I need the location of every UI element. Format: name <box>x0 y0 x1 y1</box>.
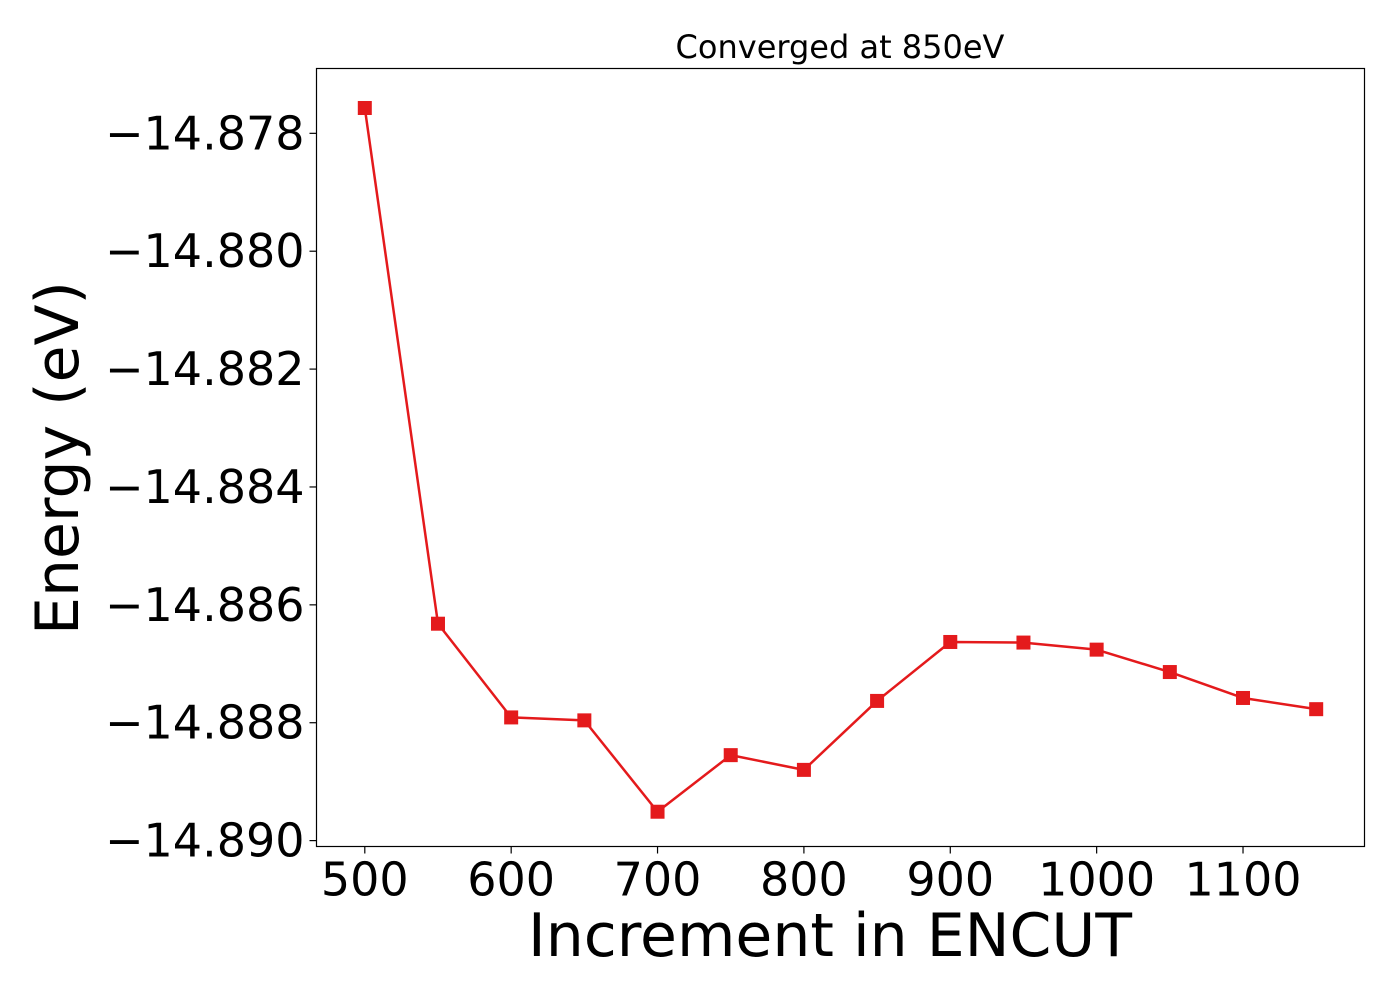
data-point-marker <box>1309 702 1324 717</box>
data-point-marker <box>943 634 958 649</box>
y-tick-label: −14.882 <box>105 342 305 396</box>
plot-frame <box>315 67 1366 848</box>
y-tick-label: −14.880 <box>105 224 305 278</box>
y-axis-label: Energy (eV) <box>23 281 93 635</box>
data-point-marker <box>577 713 592 728</box>
y-tick-label: −14.878 <box>105 106 305 160</box>
x-tick-label: 900 <box>906 853 994 907</box>
x-tick-label: 500 <box>321 853 409 907</box>
y-tick-label: −14.884 <box>105 460 305 514</box>
data-point-marker <box>723 748 738 763</box>
y-tick-label: −14.890 <box>105 814 305 868</box>
chart-title: Converged at 850eV <box>676 28 1005 66</box>
y-tick-label: −14.886 <box>105 578 305 632</box>
series-layer <box>357 100 1324 819</box>
data-point-marker <box>504 710 519 725</box>
data-point-marker <box>870 693 885 708</box>
data-point-marker <box>650 804 665 819</box>
x-axis-label: Increment in ENCUT <box>528 901 1132 971</box>
x-tick-label: 1000 <box>1038 853 1155 907</box>
data-point-marker <box>1016 635 1031 650</box>
data-point-marker <box>1089 642 1104 657</box>
series-line <box>363 107 1317 813</box>
data-point-marker <box>430 616 445 631</box>
y-tick-label: −14.888 <box>105 696 305 750</box>
data-point-marker <box>1236 690 1251 705</box>
x-tick-label: 600 <box>467 853 555 907</box>
x-tick-label: 800 <box>760 853 848 907</box>
data-point-marker <box>1162 665 1177 680</box>
x-tick-label: 1100 <box>1184 853 1301 907</box>
data-point-marker <box>357 100 372 115</box>
x-tick-label: 700 <box>614 853 702 907</box>
ticks: 500 600 700 800 900 1000 1100 −14.878 −14.880 −14… <box>105 106 1302 906</box>
data-point-marker <box>796 762 811 777</box>
